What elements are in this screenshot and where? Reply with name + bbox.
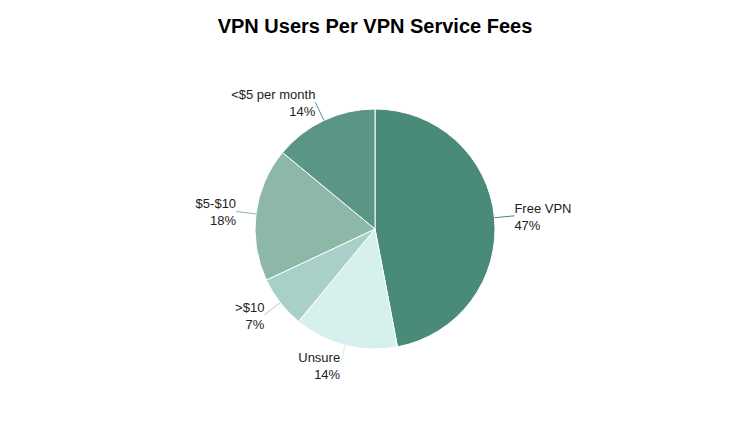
html-text:VPN Users Per VPN Service Fees: VPN Users Per VPN Service Fees — [217, 15, 533, 37]
svg-text:Unsure14%: Unsure14% — [298, 349, 340, 381]
svg-text:>$107%: >$107% — [235, 299, 265, 331]
svg-text:Free VPN47%: Free VPN47% — [514, 200, 571, 232]
svg-text:<$5 per month14%: <$5 per month14% — [231, 87, 316, 119]
svg-text:$5-$1018%: $5-$1018% — [196, 196, 237, 228]
